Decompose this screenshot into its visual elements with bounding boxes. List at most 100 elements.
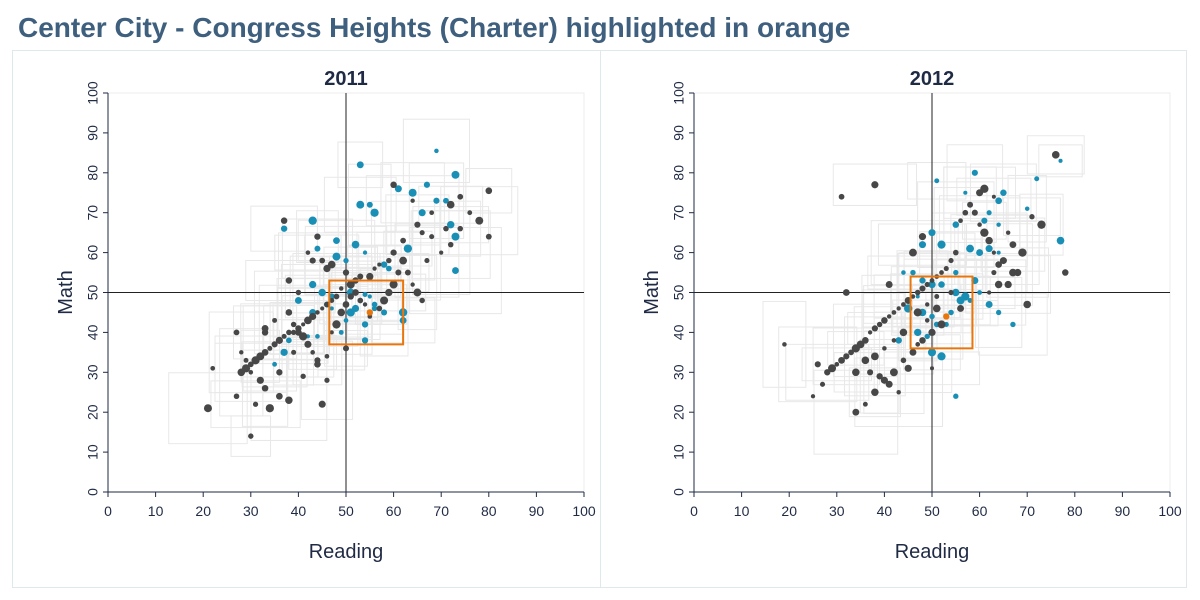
- x-tick-label: 70: [433, 503, 449, 519]
- data-point: [390, 181, 397, 189]
- data-point: [1037, 220, 1046, 229]
- data-point: [932, 304, 941, 313]
- panel-divider: [600, 50, 601, 588]
- data-point: [286, 329, 292, 336]
- data-point: [323, 264, 331, 273]
- uncertainty-box: [890, 273, 984, 320]
- data-point: [329, 330, 334, 335]
- data-point: [485, 187, 493, 195]
- data-point: [361, 321, 369, 328]
- data-point: [958, 218, 963, 224]
- data-point: [838, 356, 845, 364]
- data-point: [346, 280, 355, 289]
- data-point: [400, 237, 406, 244]
- data-point: [329, 297, 335, 303]
- data-point: [429, 234, 435, 240]
- data-point: [265, 404, 274, 413]
- x-tick-label: 10: [148, 503, 164, 519]
- data-point: [914, 328, 922, 337]
- data-point: [824, 369, 831, 376]
- data-point: [910, 294, 916, 299]
- chart-title: 2012: [910, 68, 955, 90]
- data-point: [948, 289, 954, 296]
- data-point: [280, 225, 288, 232]
- data-point: [996, 250, 1001, 255]
- data-point: [399, 256, 408, 265]
- data-point: [880, 376, 888, 384]
- x-tick-label: 70: [1019, 503, 1035, 519]
- data-point: [899, 328, 908, 337]
- data-point: [237, 368, 246, 377]
- data-point: [919, 285, 926, 292]
- data-point: [418, 209, 426, 217]
- data-point: [286, 337, 292, 344]
- data-point: [952, 288, 960, 297]
- data-point: [919, 277, 926, 284]
- data-point: [909, 248, 917, 257]
- x-tick-label: 10: [734, 503, 750, 519]
- data-point: [485, 233, 492, 240]
- data-point: [901, 302, 906, 307]
- highlight-box: [909, 275, 974, 350]
- data-point: [433, 197, 440, 204]
- data-point: [948, 258, 954, 264]
- data-point: [332, 252, 341, 261]
- data-point: [291, 329, 297, 336]
- data-point: [276, 392, 283, 400]
- data-point: [891, 310, 897, 315]
- data-point: [924, 333, 930, 340]
- data-point: [976, 249, 984, 257]
- data-point: [913, 308, 922, 317]
- data-point: [210, 365, 216, 371]
- data-point: [346, 308, 355, 317]
- data-point: [356, 200, 365, 209]
- data-point: [318, 288, 326, 297]
- y-tick-label: 70: [85, 205, 101, 221]
- data-point: [1056, 236, 1065, 245]
- data-point: [457, 225, 463, 232]
- uncertainty-box: [956, 177, 1032, 216]
- data-point: [896, 390, 901, 395]
- data-point: [867, 369, 874, 376]
- data-point: [828, 364, 837, 373]
- y-tick-label: 60: [671, 245, 687, 261]
- data-point: [357, 297, 364, 304]
- uncertainty-box: [762, 300, 807, 388]
- data-point: [310, 350, 315, 355]
- data-point: [962, 209, 969, 216]
- data-point: [319, 257, 326, 264]
- data-point: [333, 237, 340, 245]
- data-point: [919, 337, 926, 344]
- uncertainty-box: [801, 347, 873, 382]
- data-point: [281, 333, 287, 339]
- data-point: [909, 348, 917, 356]
- data-point: [1023, 300, 1031, 309]
- data-point: [871, 325, 878, 332]
- data-point: [339, 286, 344, 291]
- y-tick-label: 20: [671, 404, 687, 420]
- data-point: [977, 222, 982, 227]
- data-point: [314, 357, 321, 364]
- data-point: [280, 217, 288, 224]
- data-point: [967, 297, 973, 303]
- data-point: [956, 296, 965, 305]
- data-point: [243, 357, 249, 363]
- data-point: [377, 262, 382, 267]
- data-point: [1029, 214, 1035, 220]
- data-point: [352, 289, 359, 296]
- data-point: [342, 269, 350, 276]
- uncertainty-box: [897, 253, 986, 293]
- data-point: [423, 181, 431, 188]
- charts-frame: [12, 50, 1187, 588]
- data-point: [356, 161, 364, 169]
- data-point: [915, 294, 920, 299]
- data-point: [934, 294, 940, 299]
- data-point: [904, 364, 912, 372]
- data-point: [851, 344, 860, 353]
- data-point: [272, 317, 278, 323]
- data-point: [389, 280, 398, 289]
- uncertainty-box: [319, 256, 402, 297]
- data-point: [977, 290, 982, 295]
- data-point: [362, 250, 368, 255]
- data-point: [1004, 280, 1012, 289]
